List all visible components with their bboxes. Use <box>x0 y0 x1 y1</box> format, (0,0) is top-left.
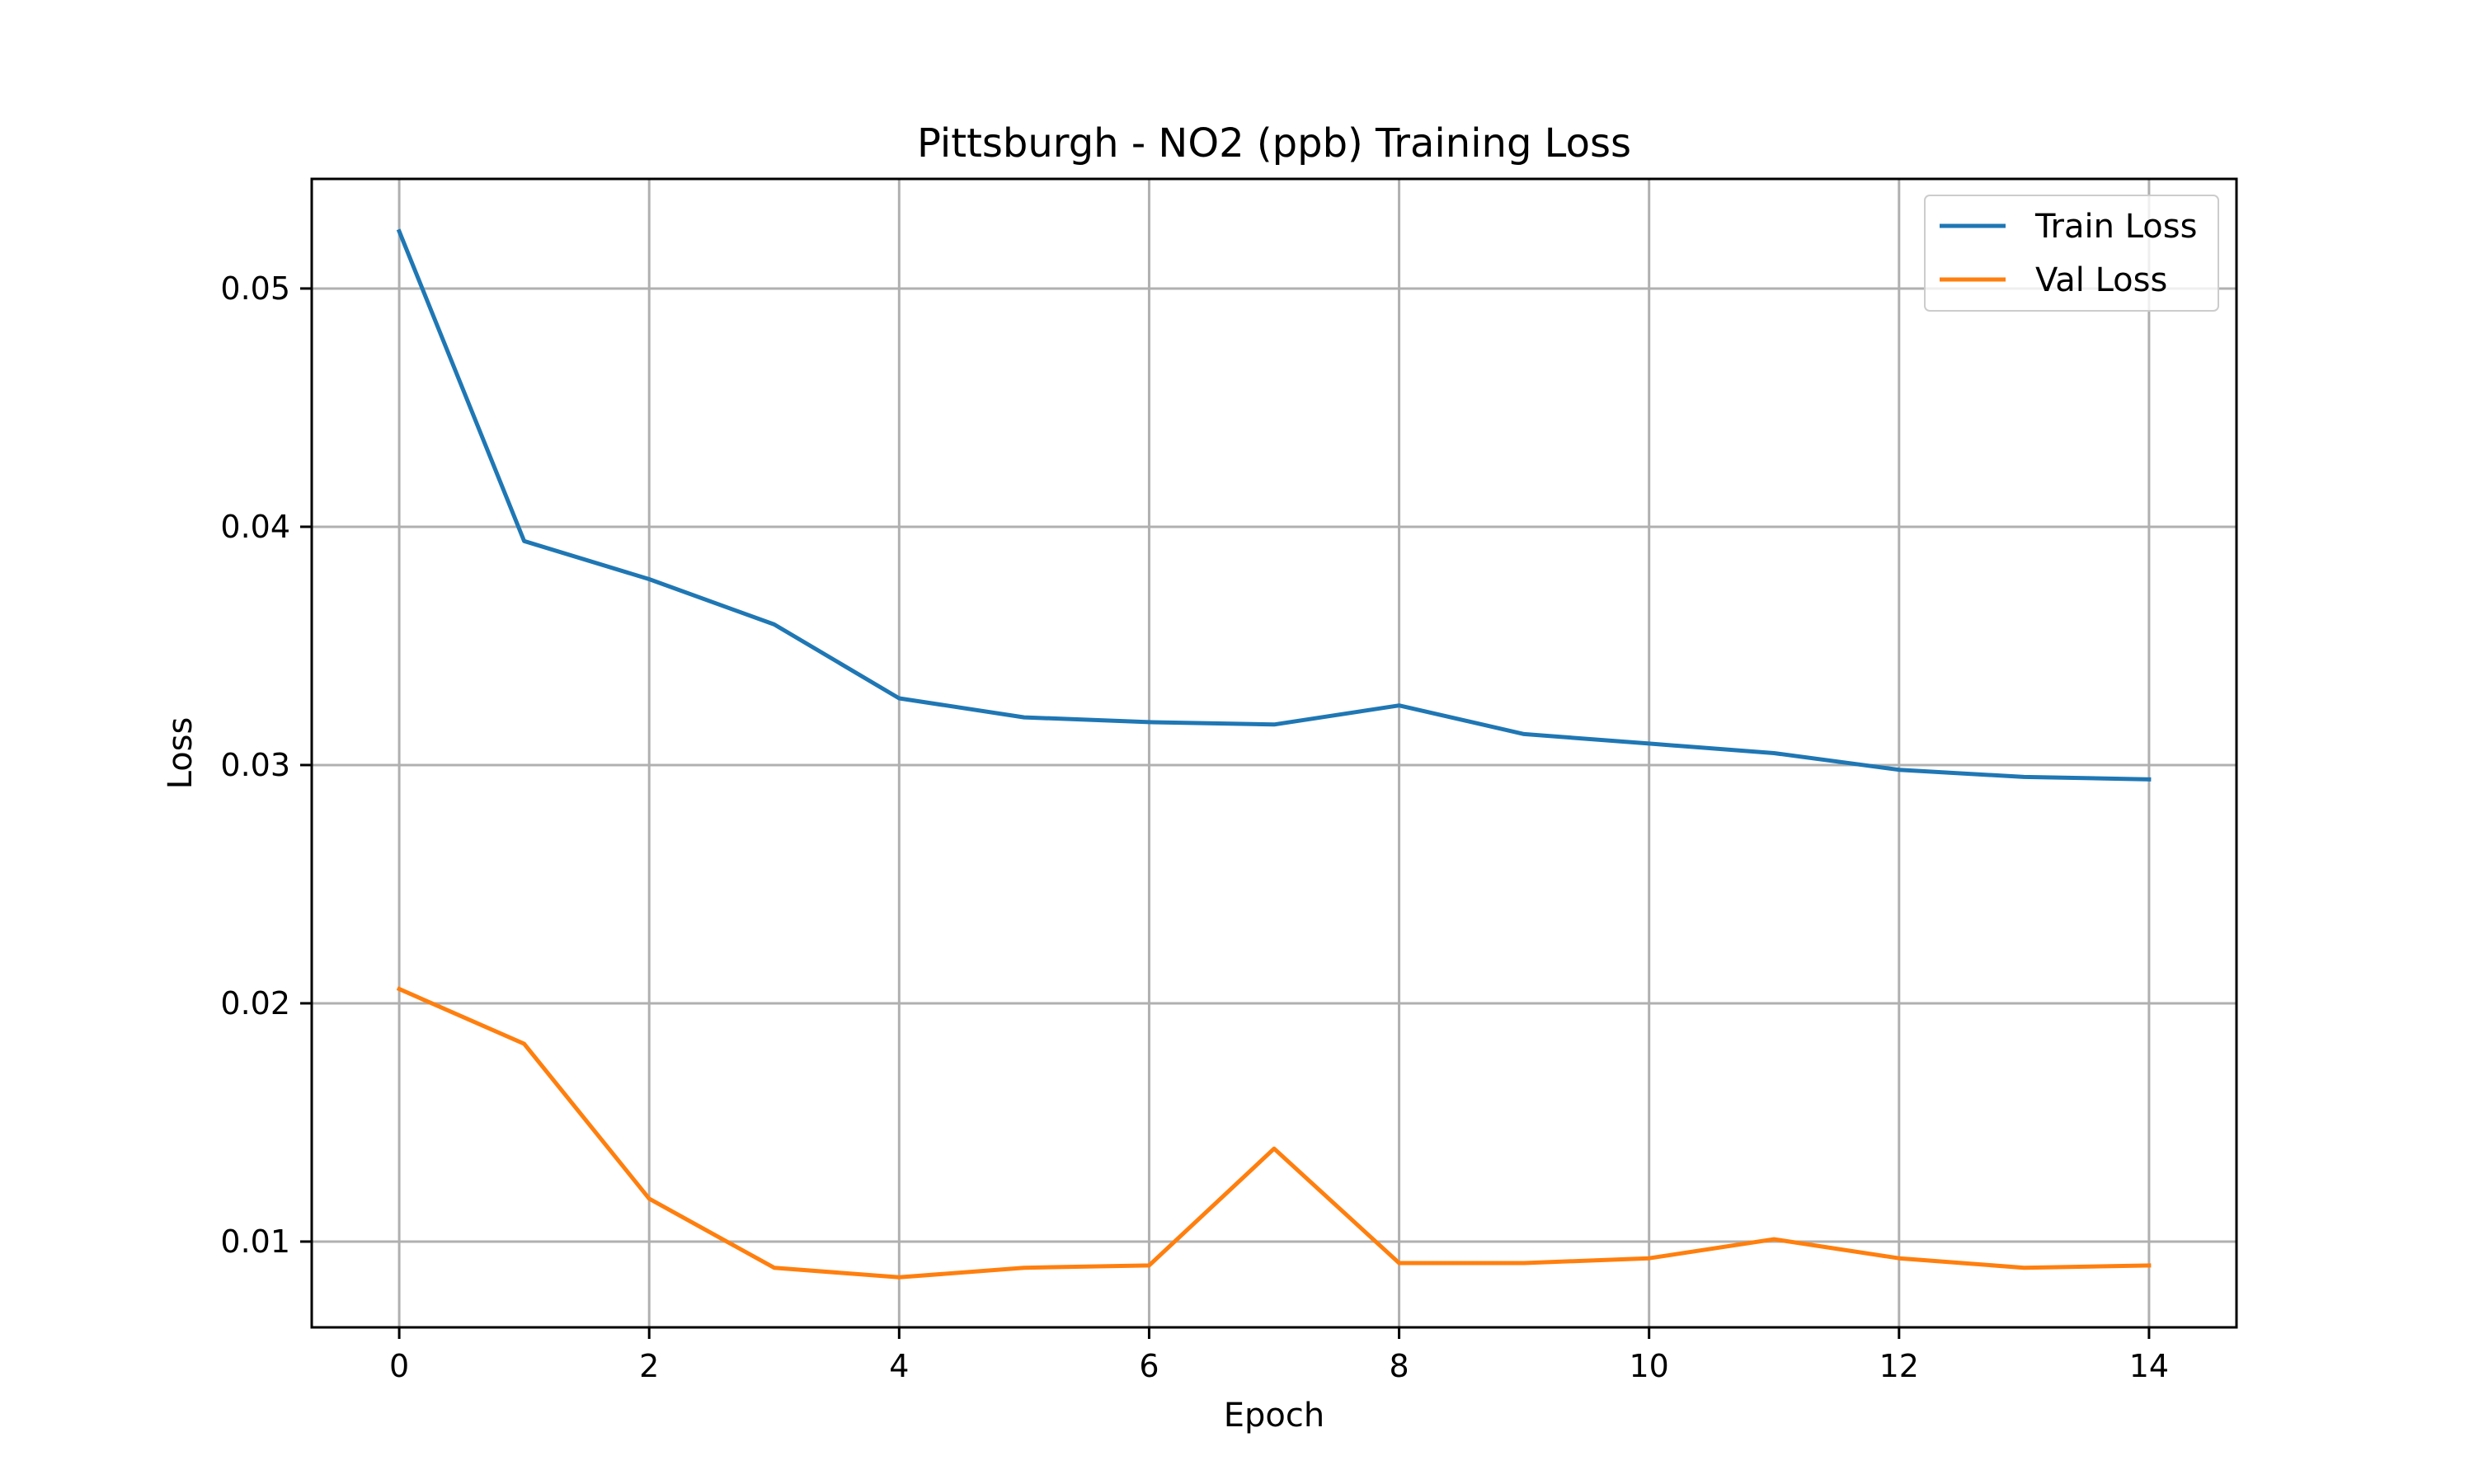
x-tick-label: 2 <box>639 1348 659 1384</box>
legend-label-val-loss: Val Loss <box>2035 261 2167 299</box>
x-tick-label: 6 <box>1139 1348 1159 1384</box>
grid <box>312 179 2236 1327</box>
plot-lines <box>396 228 2152 1280</box>
plot-frame <box>310 177 2238 1329</box>
x-tick-label: 4 <box>889 1348 909 1384</box>
y-tick-label: 0.02 <box>220 985 290 1021</box>
x-tick-label: 8 <box>1389 1348 1409 1384</box>
y-axis-label: Loss <box>162 717 200 790</box>
x-tick-label: 14 <box>2129 1348 2169 1384</box>
y-tick-label: 0.04 <box>220 509 290 545</box>
series-line-train-loss <box>396 228 2152 782</box>
legend: Train Loss Val Loss <box>1924 195 2219 312</box>
y-tick-label: 0.05 <box>220 270 290 307</box>
x-tick-label: 12 <box>1879 1348 1919 1384</box>
x-tick-label: 0 <box>389 1348 409 1384</box>
series-line-val-loss <box>396 986 2152 1280</box>
legend-label-train-loss: Train Loss <box>2034 208 2197 246</box>
x-axis-label: Epoch <box>1224 1397 1324 1435</box>
y-tick-label: 0.01 <box>220 1223 290 1260</box>
y-tick-label: 0.03 <box>220 747 290 783</box>
chart-title: Pittsburgh - NO2 (ppb) Training Loss <box>917 120 1631 167</box>
axis-ticks: 0 2 4 6 8 10 12 14 0.01 0.02 0.03 0.04 0.05 <box>220 270 2169 1384</box>
x-tick-label: 10 <box>1629 1348 1668 1384</box>
